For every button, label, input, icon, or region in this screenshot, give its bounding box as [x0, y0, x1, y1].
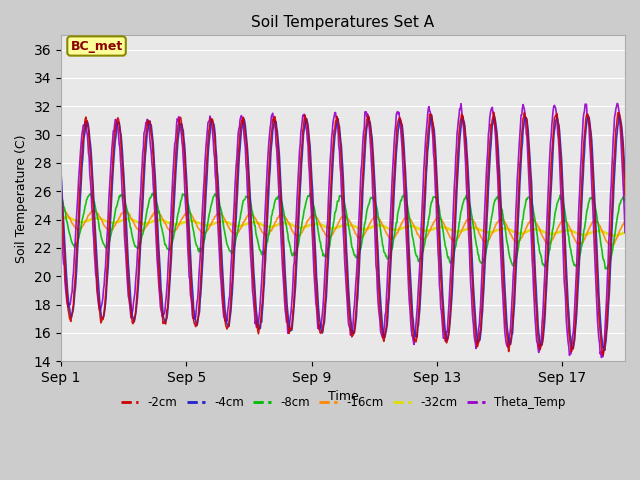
Legend: -2cm, -4cm, -8cm, -16cm, -32cm, Theta_Temp: -2cm, -4cm, -8cm, -16cm, -32cm, Theta_Te…: [116, 392, 570, 414]
Y-axis label: Soil Temperature (C): Soil Temperature (C): [15, 134, 28, 263]
X-axis label: Time: Time: [328, 390, 358, 404]
Title: Soil Temperatures Set A: Soil Temperatures Set A: [252, 15, 435, 30]
Text: BC_met: BC_met: [70, 39, 123, 52]
